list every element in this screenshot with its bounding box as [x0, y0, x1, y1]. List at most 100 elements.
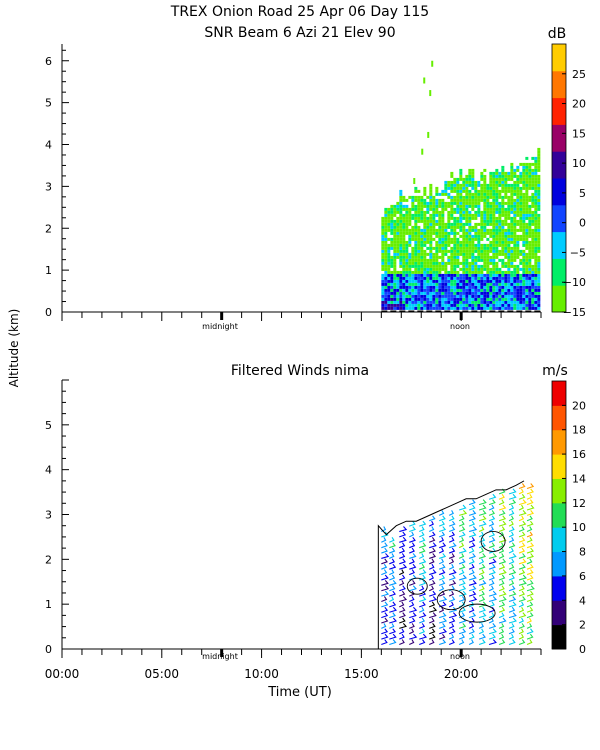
wind-barb: [389, 542, 396, 549]
snr-cell: [381, 222, 385, 226]
snr-cell: [522, 243, 526, 247]
snr-cell: [474, 300, 478, 304]
wind-barb: [429, 606, 438, 613]
snr-cell: [504, 279, 508, 283]
snr-cell: [399, 240, 403, 244]
snr-cell: [414, 231, 418, 235]
snr-cell: [489, 204, 493, 208]
snr-cell: [516, 294, 520, 298]
wind-barb: [439, 612, 447, 619]
snr-cell: [474, 261, 478, 265]
wind-barb: [399, 585, 406, 592]
snr-cell: [498, 279, 502, 283]
wind-barb: [508, 493, 517, 500]
wind-barb: [381, 537, 387, 543]
snr-cell: [477, 207, 481, 211]
snr-cell: [411, 303, 415, 307]
snr-cell: [495, 195, 499, 199]
snr-cell: [435, 306, 439, 310]
snr-cell: [528, 243, 532, 247]
snr-cell: [531, 306, 535, 310]
snr-cell: [498, 294, 502, 298]
snr-cell: [423, 270, 427, 274]
snr-cell: [462, 246, 466, 250]
bottom-colorbar-swatch: [552, 381, 566, 406]
wind-barb: [409, 526, 416, 533]
snr-cell: [522, 174, 526, 178]
snr-cell: [483, 249, 487, 253]
snr-cell: [525, 258, 529, 262]
snr-cell: [450, 237, 454, 241]
snr-cell: [468, 195, 472, 199]
snr-cell: [447, 186, 451, 190]
wind-barb: [526, 493, 533, 500]
snr-cell: [480, 282, 484, 286]
snr-cell: [381, 234, 385, 238]
bottom-colorbar-label: 8: [579, 546, 586, 559]
snr-cell: [519, 198, 523, 202]
snr-cell: [426, 222, 430, 226]
wind-barb: [488, 520, 495, 527]
snr-cell: [525, 282, 529, 286]
snr-cell: [465, 180, 469, 184]
snr-cell: [423, 219, 427, 223]
wind-barb: [478, 579, 487, 586]
snr-cell: [423, 216, 427, 220]
snr-cell: [504, 237, 508, 241]
snr-cell: [414, 237, 418, 241]
snr-cell: [420, 228, 424, 232]
snr-cell: [516, 228, 520, 232]
snr-cell: [510, 240, 514, 244]
snr-cell: [429, 282, 433, 286]
snr-cell: [537, 198, 541, 202]
snr-cell: [384, 210, 388, 214]
snr-cell: [537, 300, 541, 304]
snr-cell: [522, 255, 526, 259]
snr-cell: [519, 249, 523, 253]
snr-cell: [516, 243, 520, 247]
snr-cell: [393, 222, 397, 226]
snr-cell: [471, 258, 475, 262]
snr-cell: [489, 246, 493, 250]
snr-cell: [465, 291, 469, 295]
wind-barb: [429, 633, 436, 640]
snr-cell: [537, 297, 541, 301]
snr-cell: [402, 240, 406, 244]
snr-cell: [459, 183, 463, 187]
bottom-colorbar-label: 12: [572, 497, 586, 510]
snr-cell: [486, 243, 490, 247]
snr-cell: [519, 261, 523, 265]
snr-cell: [489, 186, 493, 190]
snr-cell: [396, 204, 400, 208]
wind-barb: [458, 623, 467, 629]
snr-cell: [435, 228, 439, 232]
snr-cell: [516, 291, 520, 295]
snr-cell: [456, 294, 460, 298]
snr-cell: [459, 273, 463, 277]
snr-cell: [420, 198, 424, 202]
snr-cell: [450, 222, 454, 226]
snr-cell: [423, 198, 427, 202]
snr-cell: [492, 210, 496, 214]
snr-cell: [414, 195, 418, 199]
snr-cell: [522, 282, 526, 286]
snr-cell: [453, 183, 457, 187]
snr-cell: [408, 216, 412, 220]
snr-cell: [423, 201, 427, 205]
snr-cell: [501, 243, 505, 247]
snr-cell: [510, 186, 514, 190]
snr-cell: [456, 270, 460, 274]
snr-cell: [486, 270, 490, 274]
snr-cell: [480, 219, 484, 223]
snr-cell: [447, 210, 451, 214]
snr-cell: [480, 198, 484, 202]
snr-cell: [465, 300, 469, 304]
snr-cell: [528, 165, 532, 169]
snr-cell: [453, 264, 457, 268]
wind-barb: [508, 488, 517, 495]
snr-cell: [513, 291, 517, 295]
snr-cell: [513, 306, 517, 310]
snr-cell: [396, 288, 400, 292]
snr-cell: [522, 261, 526, 265]
wind-barb: [526, 547, 535, 554]
